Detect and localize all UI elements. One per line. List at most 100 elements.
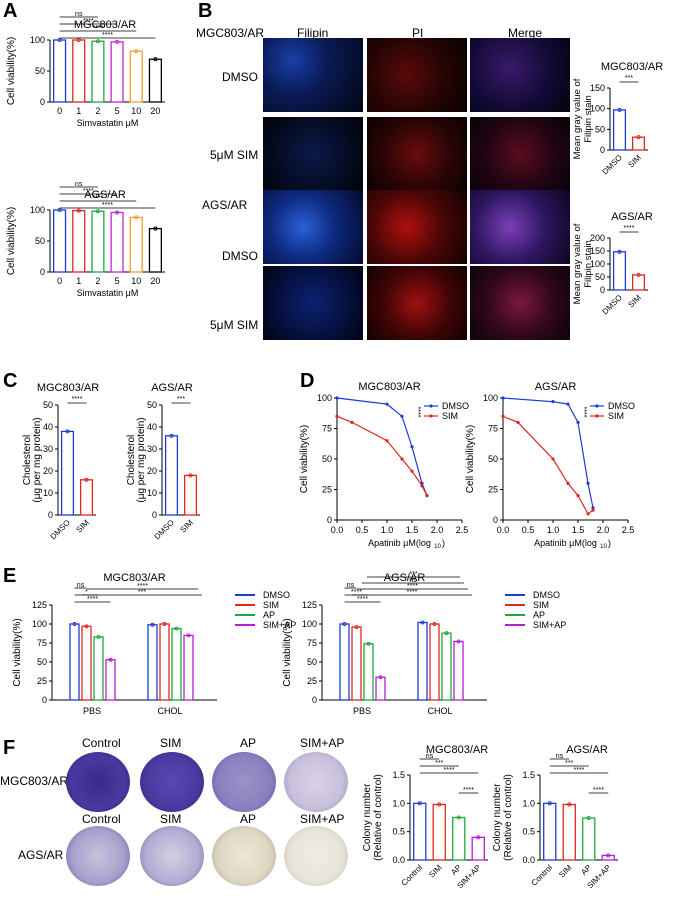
d-xtick-label-1-4: 2.0 xyxy=(597,525,610,535)
a-chart-1-point-3 xyxy=(115,210,120,215)
d-ylabel-1: Cell viability(%) xyxy=(465,425,476,493)
d-ytick-label-1-0: 0 xyxy=(493,515,498,525)
f-chart-0-point-2 xyxy=(456,815,461,820)
b-chart-1-ytick-label-3: 150 xyxy=(590,246,605,256)
f-sig-1-3: **** xyxy=(593,787,604,794)
e-point-0-0-0 xyxy=(72,622,77,626)
d-point-0-1-2 xyxy=(385,439,389,443)
b-chart-0-cat-0: DMSO xyxy=(601,153,624,176)
d-xlabel-close-0: ) xyxy=(442,538,445,548)
e-bar-1-1-2 xyxy=(441,632,452,701)
a-sig-1-0: ns xyxy=(75,181,83,188)
b-chart-1-point-1 xyxy=(636,272,641,277)
a-chart-1-cat-5: 20 xyxy=(150,276,160,286)
d-xtick-label-0-2: 1.0 xyxy=(381,525,394,535)
d-point-0-1-4 xyxy=(410,469,414,473)
a-chart-0-ytick-label-1: 50 xyxy=(35,66,45,76)
e-ytick-label-0-2: 50 xyxy=(37,657,47,667)
a-chart-0-point-4 xyxy=(134,49,139,54)
b-col-header-merge: Merge xyxy=(508,26,543,40)
d-xlabel-1: Apatinib μM(log xyxy=(534,538,597,548)
f-chart-1-ytick-label-0: 0.0 xyxy=(522,855,535,865)
e-bar-1-0-1 xyxy=(351,626,362,701)
d-xtick-label-1-2: 1.0 xyxy=(547,525,560,535)
c-chart-1-point-0 xyxy=(169,433,174,438)
e-bar-1-1-1 xyxy=(429,623,440,701)
a-chart-0-cat-2: 2 xyxy=(95,106,100,116)
d-legend-dot-0-1 xyxy=(429,414,433,418)
f-chart-0-cat-2: AP xyxy=(449,863,463,877)
a-chart-0-cat-4: 10 xyxy=(131,106,141,116)
panel-letter-a: A xyxy=(3,0,18,22)
d-ytick-label-0-0: 0 xyxy=(327,515,332,525)
c-chart-0-ytick-label-5: 50 xyxy=(43,400,53,410)
d-xtick-label-1-1: 0.5 xyxy=(522,525,535,535)
micro-mgc-dmso-filipin xyxy=(263,38,363,112)
plate-mgc-ap xyxy=(212,752,276,812)
e-ytick-label-1-4: 100 xyxy=(302,619,317,629)
a-chart-1-point-1 xyxy=(76,208,81,213)
f-chart-0-bar-1 xyxy=(432,803,446,861)
b-chart-title-0: MGC803/AR xyxy=(601,61,663,73)
a-chart-0-cat-3: 5 xyxy=(115,106,120,116)
e-point-0-1-2 xyxy=(174,626,179,631)
f-chart-0-ytick-label-1: 0.5 xyxy=(392,827,405,837)
f-chart-0-ytick-label-0: 0.0 xyxy=(392,855,405,865)
e-point-1-1-2 xyxy=(444,631,449,636)
e-legend-label-1-1: SIM xyxy=(533,600,549,610)
e-legend-label-0-3: SIM+AP xyxy=(263,620,296,630)
a-chart-1-bar-4 xyxy=(129,216,143,273)
d-xtick-label-0-1: 0.5 xyxy=(356,525,369,535)
f-chart-title-1: AGS/AR xyxy=(566,744,608,756)
b-sig-0: *** xyxy=(625,75,633,82)
a-chart-1-cat-1: 1 xyxy=(76,276,81,286)
d-legend-label-1-0: DMSO xyxy=(608,401,635,411)
d-point-0-1-6 xyxy=(425,494,429,498)
a-chart-0-bar-1 xyxy=(72,39,86,103)
e-legend-label-1-2: AP xyxy=(533,610,545,620)
plate-mgc-simap xyxy=(284,752,348,812)
c-chart-0-ytick-label-4: 40 xyxy=(43,422,53,432)
a-sig-0-3: **** xyxy=(102,32,113,39)
b-chart-1-bar-0 xyxy=(612,251,627,291)
f-chart-1-point-0 xyxy=(547,801,552,806)
d-point-0-1-5 xyxy=(420,484,424,488)
f-ylabel-1-1: (Relative of control) xyxy=(503,774,514,861)
f-chart-1-bar-2 xyxy=(582,817,596,861)
e-bar-1-1-0 xyxy=(417,621,428,701)
d-xlabel-close-1: ) xyxy=(608,538,611,548)
c-chart-0-ytick-label-1: 10 xyxy=(43,488,53,498)
d-xlabel-0: Apatinib μM(log xyxy=(368,538,431,548)
e-ylabel-1: Cell viability(%) xyxy=(282,618,293,686)
micro-ags-sim-pi xyxy=(367,266,467,340)
d-point-1-1-6 xyxy=(591,508,595,512)
c-ylabel-0-1: (μg per mg protein) xyxy=(32,417,43,502)
f-sig-0-2: **** xyxy=(444,767,455,774)
a-chart-0-cat-1: 1 xyxy=(76,106,81,116)
b-chart-0-point-0 xyxy=(617,107,622,112)
e-point-0-0-1 xyxy=(84,624,89,629)
b-row-label-dmso-1: DMSO xyxy=(222,70,258,84)
c-chart-0-ytick-label-3: 30 xyxy=(43,444,53,454)
e-legend-label-1-0: DMSO xyxy=(533,590,560,600)
b-chart-1-ytick-label-1: 50 xyxy=(595,272,605,282)
b-ylabel-0-0: Mean gray value of xyxy=(572,78,583,159)
d-point-1-0-0 xyxy=(501,396,505,400)
micro-ags-dmso-filipin xyxy=(263,190,363,264)
d-title-1: AGS/AR xyxy=(535,381,577,393)
f-col-header-ap: AP xyxy=(240,736,257,750)
plate-mgc-sim xyxy=(140,752,204,812)
d-point-1-0-3 xyxy=(576,420,580,424)
c-chart-0-ytick-label-2: 20 xyxy=(43,466,53,476)
a-ylabel-1: Cell viability(%) xyxy=(6,207,17,275)
f-chart-0-point-0 xyxy=(417,801,422,806)
c-chart-0-bar-1 xyxy=(79,479,94,516)
f-chart-title-0: MGC803/AR xyxy=(426,744,488,756)
d-legend-label-0-0: DMSO xyxy=(442,401,469,411)
e-bar-1-0-3 xyxy=(375,676,386,701)
f-chart-0-ytick-label-2: 1.0 xyxy=(392,798,405,808)
a-chart-0-bar-3 xyxy=(110,41,124,103)
e-group-label-0-1: CHOL xyxy=(157,706,182,716)
a-chart-1-cat-4: 10 xyxy=(131,276,141,286)
